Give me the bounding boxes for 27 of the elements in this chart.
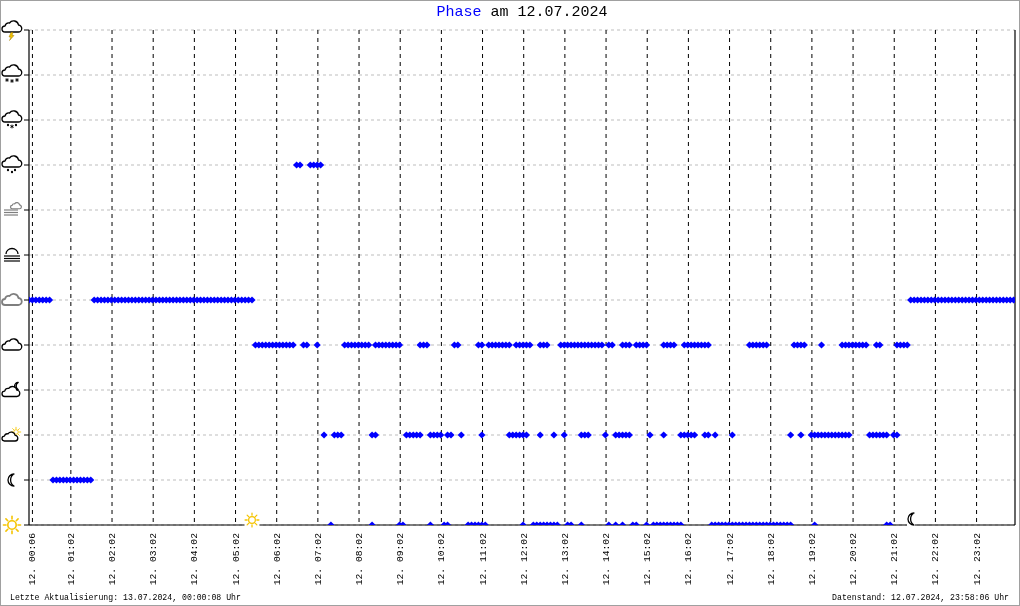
x-tick-label: 12. 16:02 <box>682 532 694 586</box>
x-tick-label: 12. 12:02 <box>518 532 530 586</box>
x-tick-label: 12. 08:02 <box>353 532 365 586</box>
x-tick-label: 12. 22:02 <box>929 532 941 586</box>
x-tick-label: 12. 23:02 <box>971 532 983 586</box>
x-tick-label: 12. 02:02 <box>106 532 118 586</box>
x-tick-label: 12. 05:02 <box>230 532 242 586</box>
x-tick-label: 12. 00:06 <box>26 532 38 586</box>
x-tick-label: 12. 09:02 <box>394 532 406 586</box>
x-tick-label: 12. 18:02 <box>765 532 777 586</box>
x-tick-label: 12. 01:02 <box>65 532 77 586</box>
x-tick-label: 12. 17:02 <box>724 532 736 586</box>
x-tick-label: 12. 03:02 <box>147 532 159 586</box>
x-tick-label: 12. 10:02 <box>435 532 447 586</box>
x-tick-label: 12. 11:02 <box>477 532 489 586</box>
chart-title: Phase am 12.07.2024 <box>436 4 608 21</box>
x-tick-label: 12. 13:02 <box>559 532 571 586</box>
text: Letzte Aktualisierung: 13.07.2024, 00:00:08 Uhr <box>10 593 241 603</box>
x-tick-label: 12. 21:02 <box>888 532 900 586</box>
x-tick-label: 12. 14:02 <box>600 532 612 586</box>
x-tick-label: 12. 06:02 <box>271 532 283 586</box>
x-tick-label: 12. 15:02 <box>641 532 653 586</box>
x-tick-label: 12. 19:02 <box>806 532 818 586</box>
text: Datenstand: 12.07.2024, 23:58:06 Uhr <box>832 593 1009 603</box>
x-tick-label: 12. 07:02 <box>312 532 324 586</box>
x-tick-label: 12. 04:02 <box>188 532 200 586</box>
x-tick-label: 12. 20:02 <box>847 532 859 586</box>
